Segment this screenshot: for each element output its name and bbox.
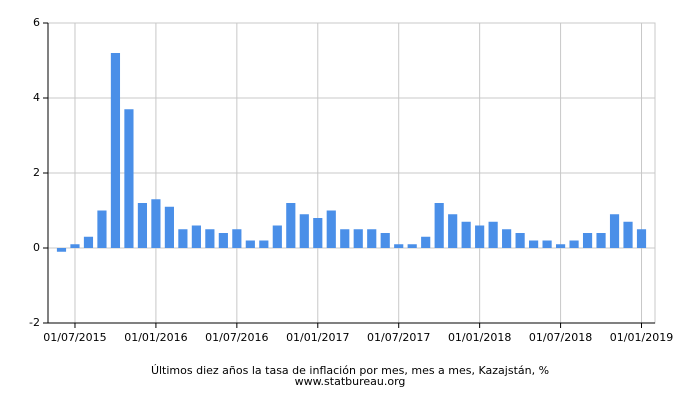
- x-tick-label: 01/01/2017: [286, 331, 349, 344]
- bar: [272, 225, 282, 248]
- bar: [394, 244, 404, 248]
- x-tick-label: 01/01/2018: [448, 331, 511, 344]
- bar: [151, 199, 161, 248]
- bar: [434, 203, 444, 248]
- bar: [97, 210, 107, 248]
- bar: [56, 248, 67, 252]
- bar: [124, 109, 134, 248]
- bar: [367, 229, 377, 248]
- bar: [529, 240, 539, 248]
- bar: [232, 229, 242, 248]
- y-tick-label: -2: [29, 316, 40, 329]
- x-tick-label: 01/07/2017: [367, 331, 430, 344]
- bar: [178, 229, 188, 248]
- bar: [137, 203, 148, 248]
- bar: [542, 240, 552, 248]
- bar: [164, 206, 174, 248]
- bar: [407, 244, 417, 248]
- bar: [205, 229, 215, 248]
- bar: [475, 225, 485, 248]
- bar: [596, 233, 606, 248]
- bar: [245, 240, 255, 248]
- bar: [515, 233, 525, 248]
- x-tick-label: 01/07/2018: [529, 331, 592, 344]
- bar: [83, 236, 94, 248]
- chart-title: Últimos diez años la tasa de inflación p…: [151, 364, 549, 377]
- bar: [340, 229, 350, 248]
- bar: [448, 214, 458, 248]
- bar: [421, 236, 431, 248]
- y-tick-label: 0: [33, 241, 40, 254]
- bar: [569, 240, 579, 248]
- bar: [636, 229, 647, 248]
- bar: [299, 214, 309, 248]
- y-tick-label: 2: [33, 166, 40, 179]
- bar: [191, 225, 201, 248]
- bar: [110, 53, 121, 248]
- bar: [353, 229, 363, 248]
- bar: [70, 244, 80, 248]
- y-tick-label: 6: [33, 16, 40, 29]
- bar: [488, 221, 498, 248]
- bar: [286, 203, 296, 248]
- bar: [380, 233, 390, 248]
- bar: [623, 221, 633, 248]
- y-tick-label: 4: [33, 91, 40, 104]
- x-tick-label: 01/01/2019: [610, 331, 673, 344]
- x-tick-label: 01/01/2016: [124, 331, 187, 344]
- chart-subtitle: www.statbureau.org: [295, 375, 406, 388]
- bar: [502, 229, 512, 248]
- bar: [218, 233, 228, 248]
- bar: [582, 233, 593, 248]
- bar: [259, 240, 269, 248]
- x-tick-label: 01/07/2015: [43, 331, 106, 344]
- x-tick-label: 01/07/2016: [205, 331, 268, 344]
- bar: [555, 244, 566, 248]
- bar: [313, 218, 323, 248]
- bar: [609, 214, 620, 248]
- bar: [326, 210, 336, 248]
- bar: [461, 221, 471, 248]
